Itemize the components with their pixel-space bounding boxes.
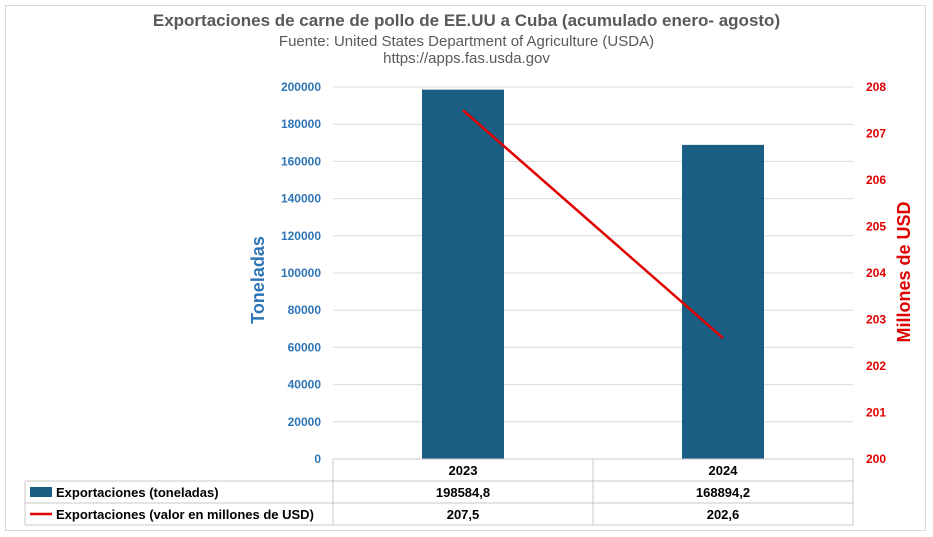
data-value-label: 198584,8 [436,485,490,500]
data-table: 2023 2024 Exportaciones (toneladas) 198584,… [24,458,854,526]
left-tick-label: 180000 [281,117,321,131]
chart-subtitle: Fuente: United States Department of Agri… [278,33,655,50]
right-tick-label: 204 [866,266,886,280]
bar [422,89,504,460]
legend-series-name: Exportaciones (valor en millones de USD) [56,507,314,522]
left-tick-label: 40000 [288,378,322,392]
right-tick-label: 201 [866,406,886,420]
right-tick-label: 202 [866,359,886,373]
right-tick-label: 203 [866,313,886,327]
left-tick-label: 120000 [281,229,321,243]
left-y-axis-label: Toneladas [248,236,268,324]
data-value-label: 168894,2 [696,485,750,500]
line-series [462,109,724,340]
left-tick-label: 80000 [288,303,322,317]
category-label: 2023 [449,463,478,478]
legend-series-name: Exportaciones (toneladas) [56,485,219,500]
line-path [462,109,724,340]
legend-swatch-bar [30,487,52,497]
category-label: 2024 [709,463,739,478]
right-tick-label: 208 [866,80,886,94]
right-y-axis: 200 201 202 203 204 205 206 207 208 [866,80,886,466]
data-value-label: 207,5 [447,507,480,522]
right-y-axis-label: Millones de USD [894,201,914,342]
right-tick-label: 206 [866,173,886,187]
left-y-axis: 0 20000 40000 60000 80000 100000 120000 140000 1… [281,80,321,466]
chart-source-url: https://apps.fas.usda.gov [383,50,550,67]
left-tick-label: 100000 [281,266,321,280]
left-tick-label: 160000 [281,154,321,168]
data-value-label: 202,6 [707,507,740,522]
left-tick-label: 140000 [281,192,321,206]
chart-title: Exportaciones de carne de pollo de EE.UU… [152,11,781,30]
gridlines [333,86,853,460]
bar [682,144,764,459]
left-tick-label: 20000 [288,415,322,429]
right-tick-label: 207 [866,127,886,141]
left-tick-label: 0 [314,452,321,466]
left-tick-label: 200000 [281,80,321,94]
right-tick-label: 200 [866,452,886,466]
left-tick-label: 60000 [288,340,322,354]
bar-series [422,89,764,460]
chart-frame [5,5,926,531]
right-tick-label: 205 [866,220,886,234]
